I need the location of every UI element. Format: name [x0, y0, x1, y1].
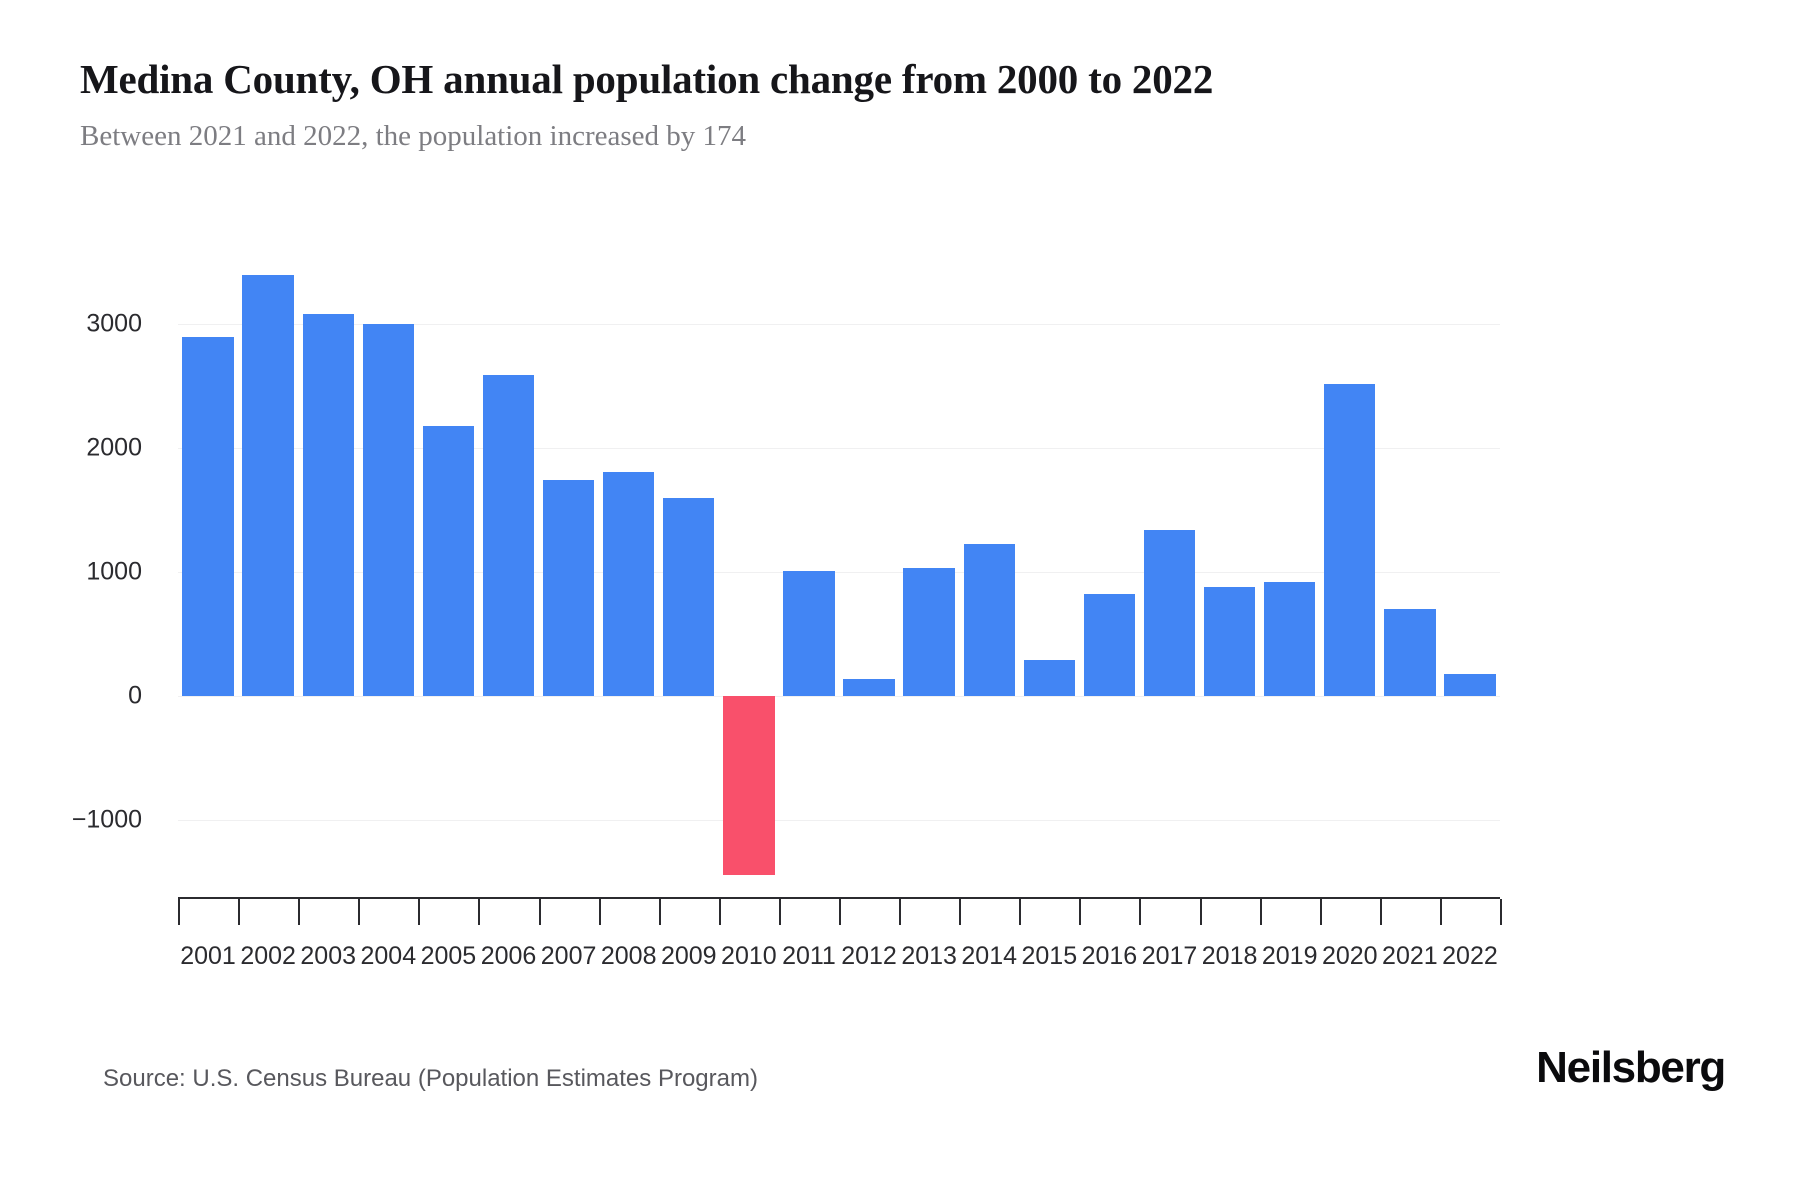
x-tick	[1139, 899, 1142, 925]
x-tick-label-2006: 2006	[480, 942, 537, 970]
bar-2018[interactable]	[1203, 586, 1256, 696]
x-tick-label-2017: 2017	[1141, 942, 1198, 970]
x-tick-label-2021: 2021	[1382, 942, 1438, 970]
x-tick-label-2004: 2004	[360, 942, 417, 970]
bar-2014[interactable]	[963, 543, 1015, 696]
x-tick-label-2012: 2012	[841, 942, 897, 970]
gridline-1000	[178, 572, 1500, 573]
chart-subtitle: Between 2021 and 2022, the population in…	[80, 120, 747, 152]
bar-2008[interactable]	[602, 471, 655, 696]
x-tick-label-2008: 2008	[600, 942, 657, 970]
bar-series	[178, 250, 1500, 894]
source-note: Source: U.S. Census Bureau (Population E…	[103, 1065, 758, 1092]
brand-logo: Neilsberg	[1536, 1043, 1726, 1092]
x-tick	[358, 899, 361, 925]
x-tick	[1500, 899, 1502, 925]
x-tick-label-2022: 2022	[1442, 942, 1498, 970]
y-axis-labels: 3000 2000 1000 0 −1000	[0, 250, 160, 894]
bar-2021[interactable]	[1384, 609, 1436, 696]
bar-2019[interactable]	[1263, 581, 1316, 696]
x-tick-label-2015: 2015	[1021, 942, 1078, 970]
x-tick	[1019, 899, 1022, 925]
x-tick-label-2019: 2019	[1261, 942, 1318, 970]
y-tick-label: 2000	[86, 433, 142, 462]
x-tick	[298, 899, 301, 925]
bar-2001[interactable]	[182, 336, 234, 696]
x-tick	[959, 899, 962, 925]
x-tick	[1379, 899, 1382, 925]
y-tick-label: −1000	[71, 805, 142, 834]
bar-2003[interactable]	[302, 314, 354, 696]
x-tick	[718, 899, 721, 925]
gridline-2000	[178, 448, 1500, 450]
x-tick-label-2013: 2013	[901, 942, 957, 970]
x-tick-label-2016: 2016	[1081, 942, 1138, 970]
x-tick-label-2005: 2005	[420, 942, 477, 970]
x-tick-label-2001: 2001	[180, 942, 236, 970]
y-tick-label: 3000	[86, 309, 142, 338]
x-tick	[1259, 899, 1262, 925]
x-tick	[538, 899, 541, 925]
bar-2011[interactable]	[783, 570, 835, 696]
bar-2009[interactable]	[663, 497, 715, 696]
bar-2013[interactable]	[903, 568, 955, 696]
x-tick-label-2003: 2003	[300, 942, 357, 970]
y-tick-label: 0	[128, 681, 142, 710]
bar-2005[interactable]	[422, 425, 475, 696]
x-tick	[238, 899, 241, 925]
x-tick	[418, 899, 421, 925]
x-tick	[1439, 899, 1442, 925]
gridline-3000	[178, 324, 1500, 326]
page-title: Medina County, OH annual population chan…	[80, 56, 1214, 102]
x-tick-label-2007: 2007	[540, 942, 597, 970]
x-tick	[658, 899, 661, 925]
x-tick-label-2018: 2018	[1201, 942, 1258, 970]
bar-2002[interactable]	[242, 274, 294, 696]
bar-2012[interactable]	[843, 678, 895, 696]
x-tick-label-2002: 2002	[240, 942, 296, 970]
bar-2007[interactable]	[542, 480, 595, 696]
y-tick-label: 1000	[86, 557, 142, 586]
bar-2015[interactable]	[1023, 659, 1075, 696]
bar-2016[interactable]	[1083, 594, 1136, 696]
plot-area	[178, 250, 1500, 894]
gridline-0	[178, 695, 1500, 697]
bar-2020[interactable]	[1324, 383, 1376, 696]
bar-2006[interactable]	[482, 375, 535, 696]
x-tick	[178, 899, 180, 925]
x-tick-label-2020: 2020	[1321, 942, 1378, 970]
x-tick	[478, 899, 481, 925]
x-tick	[778, 899, 781, 925]
x-tick-label-2010: 2010	[721, 942, 777, 970]
gridline-neg1000	[178, 819, 1500, 821]
bar-2010[interactable]	[723, 695, 775, 876]
x-tick-label-2011: 2011	[782, 942, 836, 970]
x-tick-label-2009: 2009	[660, 942, 717, 970]
x-tick	[1319, 899, 1322, 925]
x-tick	[899, 899, 902, 925]
x-tick	[1079, 899, 1082, 925]
bar-2004[interactable]	[362, 324, 414, 696]
x-tick-label-2014: 2014	[961, 942, 1018, 970]
x-tick	[598, 899, 601, 925]
x-tick	[1199, 899, 1202, 925]
x-tick	[839, 899, 841, 925]
bar-2017[interactable]	[1143, 529, 1196, 696]
x-axis-line	[178, 897, 1500, 899]
bar-2022[interactable]	[1444, 674, 1496, 696]
